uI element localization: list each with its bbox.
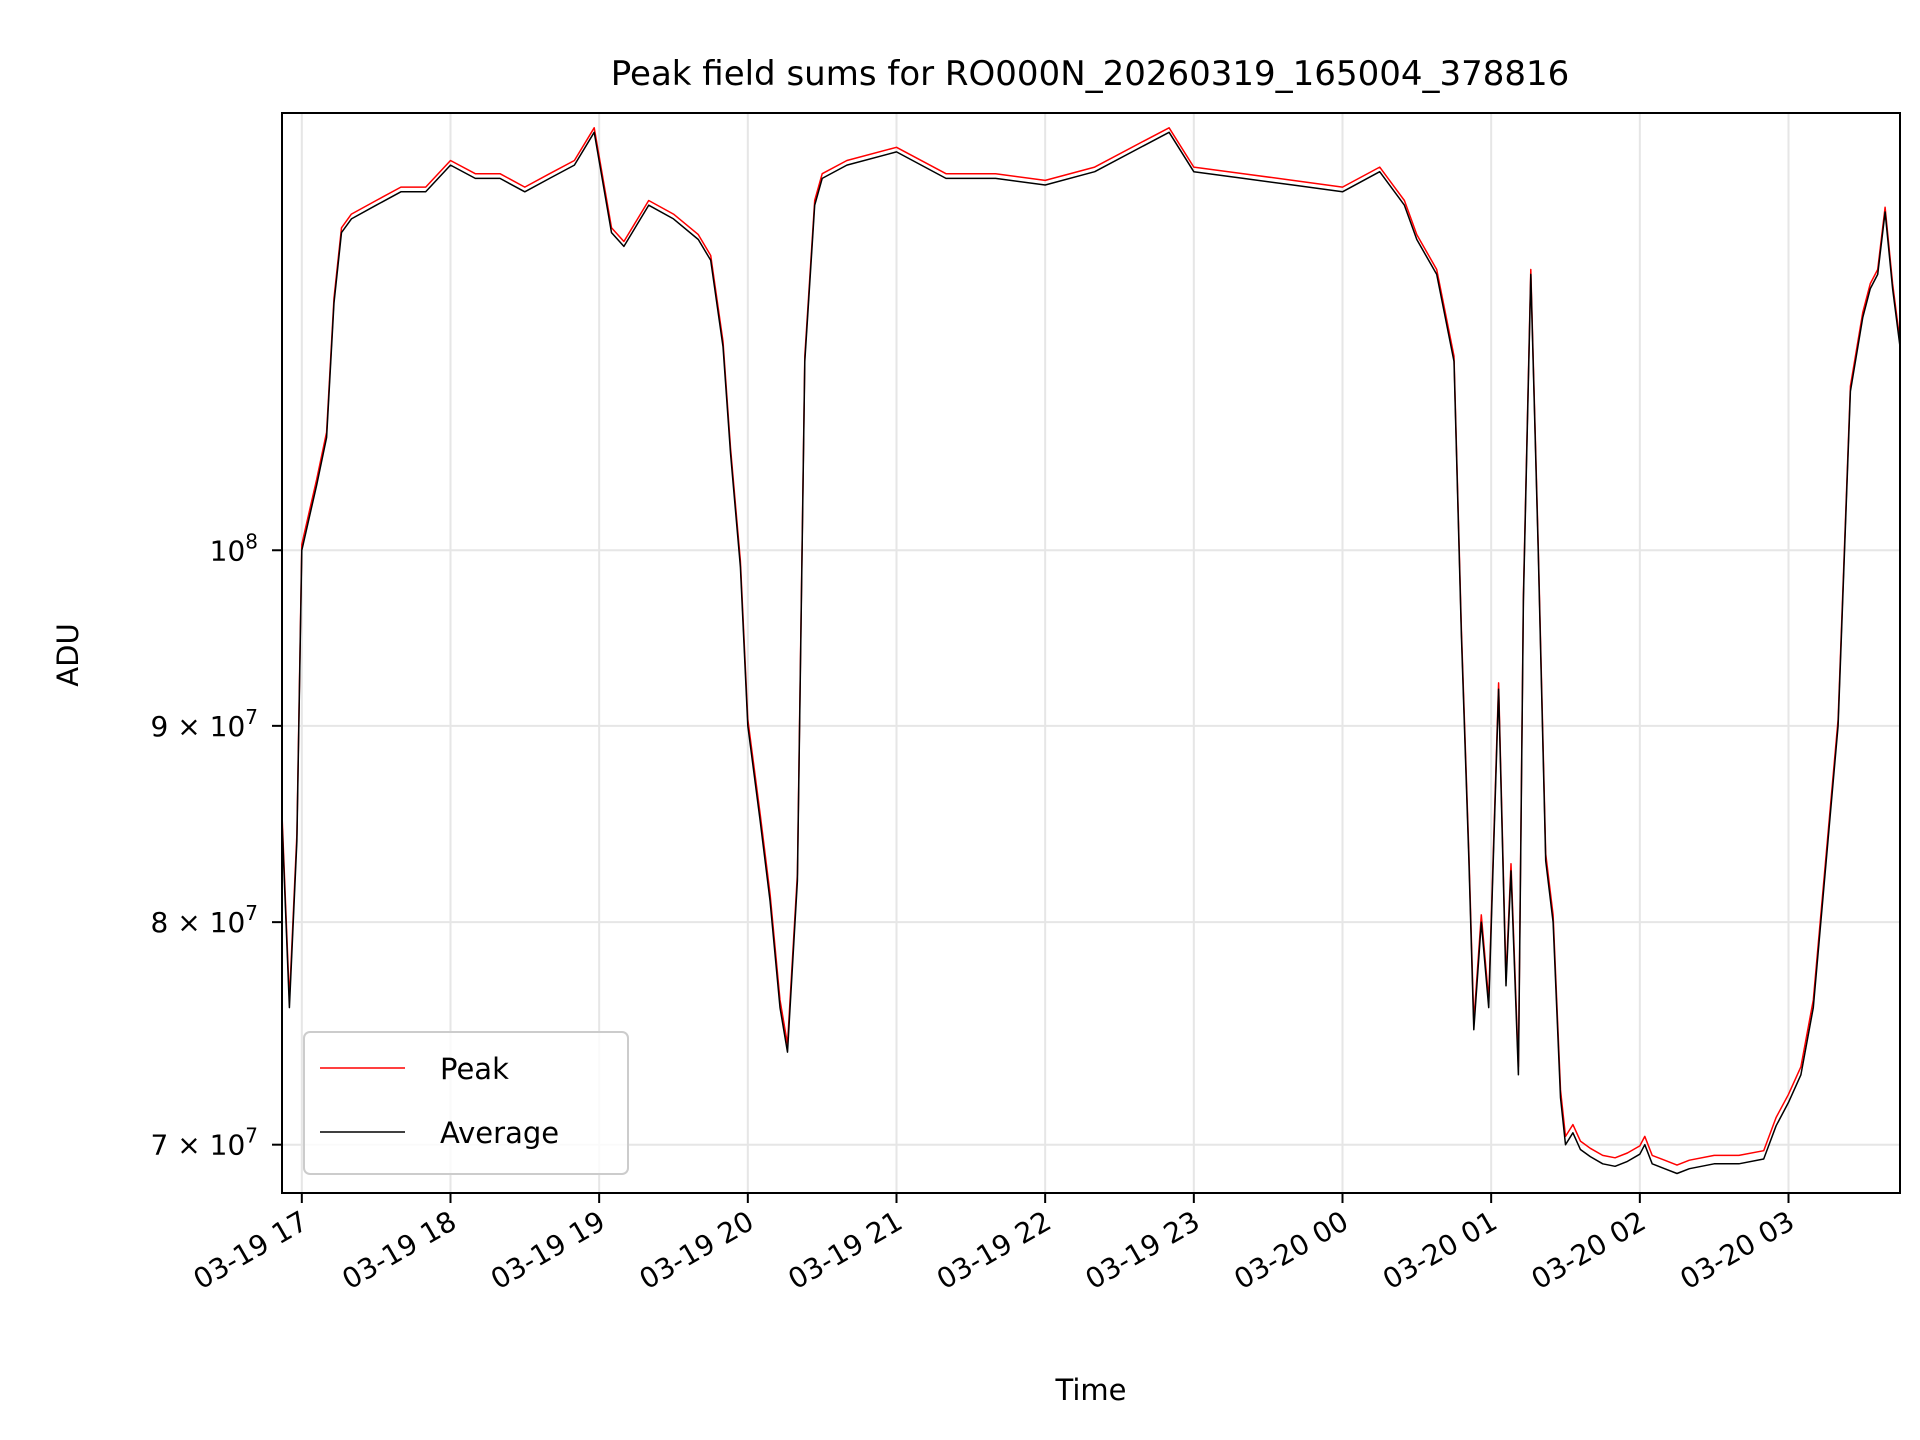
y-axis-label: ADU xyxy=(51,623,85,686)
series-line-average xyxy=(282,131,1900,1175)
y-tick-label: 7 × 107 xyxy=(151,1124,258,1162)
x-axis-label: Time xyxy=(1055,1373,1127,1407)
series-layer xyxy=(282,127,1900,1175)
y-tick-label: 9 × 107 xyxy=(151,705,258,743)
series-line-peak xyxy=(282,127,1900,1166)
y-tick-label: 108 xyxy=(210,529,258,567)
plot-frame xyxy=(281,112,1901,1194)
y-axis: 108 9 × 107 8 × 107 7 × 107 xyxy=(151,529,282,1162)
legend-label-average: Average xyxy=(440,1116,559,1150)
y-tick-label: 8 × 107 xyxy=(151,901,258,939)
grid-lines xyxy=(282,113,1900,1193)
chart-title: Peak field sums for RO000N_20260319_1650… xyxy=(611,54,1570,94)
legend-label-peak: Peak xyxy=(440,1052,509,1086)
legend: Peak Average xyxy=(303,1031,629,1175)
